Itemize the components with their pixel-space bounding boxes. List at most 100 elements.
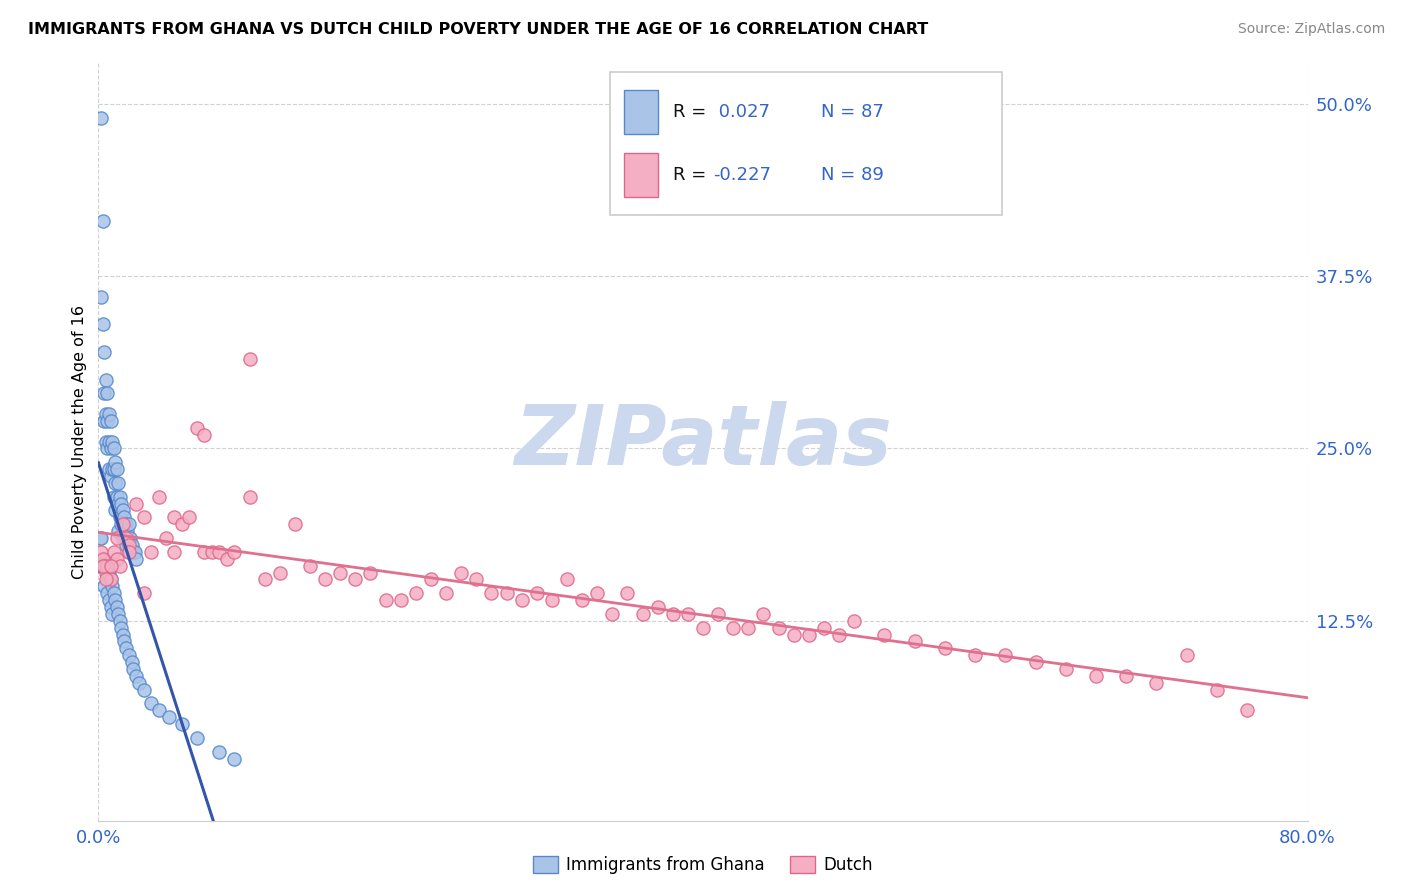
Point [121,538,143,552]
Point [121,655,143,669]
Point [118,538,141,552]
Point [101,579,124,593]
Point [602,607,624,621]
Point [904,634,927,648]
Point [389,593,412,607]
Text: R =: R = [673,103,711,121]
Point [125,669,148,683]
Point [405,586,427,600]
Point [481,586,503,600]
Point [93,551,115,566]
Point [98,407,121,421]
Point [93,579,115,593]
Point [118,545,141,559]
Point [118,648,141,663]
Point [112,510,135,524]
Text: R =: R = [673,166,711,184]
Point [98,593,121,607]
Point [141,545,163,559]
Point [170,717,193,731]
Point [104,455,127,469]
Point [125,497,148,511]
Point [159,710,181,724]
Point [555,573,578,587]
Point [103,586,125,600]
Point [797,627,820,641]
Point [91,318,114,332]
Point [89,531,111,545]
Y-axis label: Child Poverty Under the Age of 16: Child Poverty Under the Age of 16 [72,304,87,579]
Point [132,586,155,600]
Point [104,503,127,517]
Point [91,551,114,566]
Legend: Immigrants from Ghana, Dutch: Immigrants from Ghana, Dutch [526,849,880,880]
Point [112,634,135,648]
Point [1144,675,1167,690]
Point [193,545,215,559]
Point [723,621,745,635]
Text: -0.227: -0.227 [713,166,770,184]
Text: Source: ZipAtlas.com: Source: ZipAtlas.com [1237,22,1385,37]
Point [170,517,193,532]
Point [90,531,112,545]
Point [124,545,146,559]
Point [96,386,118,401]
Point [631,607,654,621]
Point [118,517,141,532]
Point [155,531,177,545]
Point [114,538,136,552]
Point [193,427,215,442]
Point [93,345,115,359]
Point [450,566,472,580]
Point [526,586,548,600]
Point [111,503,134,517]
Point [208,545,231,559]
Point [676,607,699,621]
Point [108,510,131,524]
Point [107,607,129,621]
Text: ZIPatlas: ZIPatlas [515,401,891,482]
Point [90,558,112,573]
Point [108,490,131,504]
Point [737,621,759,635]
Point [148,490,170,504]
Point [103,462,125,476]
Point [828,627,851,641]
Point [90,545,112,559]
Text: IMMIGRANTS FROM GHANA VS DUTCH CHILD POVERTY UNDER THE AGE OF 16 CORRELATION CHA: IMMIGRANTS FROM GHANA VS DUTCH CHILD POV… [28,22,928,37]
Text: 0.027: 0.027 [713,103,769,121]
Point [994,648,1017,663]
Point [110,497,132,511]
Point [107,497,129,511]
Point [101,607,124,621]
Point [844,614,866,628]
Point [783,627,806,641]
Point [104,593,127,607]
Point [420,573,443,587]
Point [122,662,145,676]
Point [89,558,111,573]
Point [1236,703,1258,717]
Point [94,434,117,449]
Point [510,593,533,607]
Bar [624,153,658,196]
Point [115,524,138,538]
FancyBboxPatch shape [610,72,1001,215]
Point [100,414,122,428]
Point [114,517,136,532]
Point [239,351,262,366]
Point [586,586,609,600]
Point [571,593,593,607]
Point [90,111,112,125]
Point [100,558,122,573]
Point [108,614,131,628]
Point [1206,682,1229,697]
Point [873,627,896,641]
Point [284,517,307,532]
Point [105,551,128,566]
Point [132,682,155,697]
Point [111,531,134,545]
Point [1085,669,1108,683]
Point [98,462,121,476]
Point [616,586,638,600]
